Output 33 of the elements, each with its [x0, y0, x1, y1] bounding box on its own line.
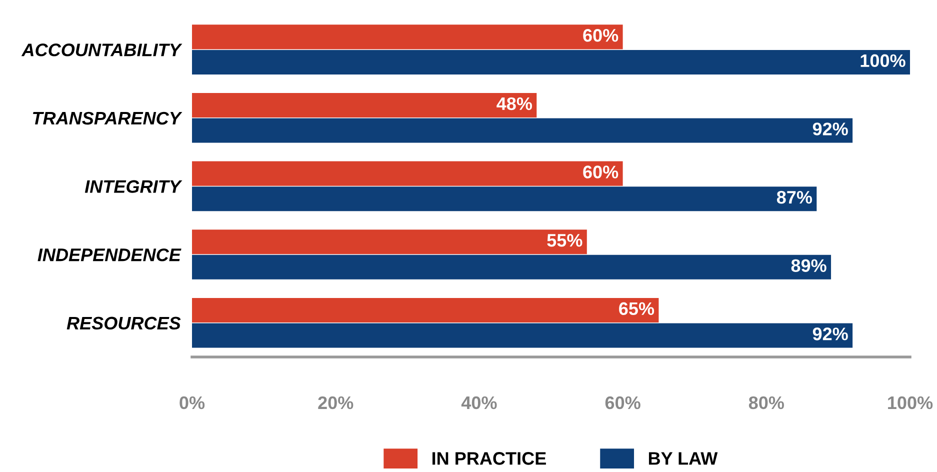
data-label: 100% [860, 54, 906, 68]
x-tick-label: 40% [461, 396, 497, 410]
data-label: 60% [583, 28, 618, 42]
y-tick-label: INTEGRITY [84, 180, 182, 193]
y-tick-label: RESOURCES [66, 316, 181, 330]
bar [192, 92, 537, 118]
bar [192, 254, 832, 280]
x-tick-label: 100% [888, 396, 933, 410]
y-tick-label: INDEPENDENCE [38, 248, 182, 262]
legend-label: BY LAW [648, 452, 718, 465]
data-label: 92% [812, 122, 848, 136]
x-tick-label: 20% [318, 396, 354, 410]
x-tick-label: 0% [180, 396, 205, 410]
bar [192, 186, 817, 212]
data-label: 55% [547, 234, 582, 247]
data-label: 60% [583, 166, 618, 178]
bar [192, 323, 853, 348]
bar [192, 230, 587, 254]
x-tick-label: 60% [605, 396, 640, 410]
bar [192, 298, 659, 322]
data-label: 48% [496, 97, 532, 110]
data-label: 65% [619, 302, 654, 316]
y-tick-label: ACCOUNTABILITY [21, 44, 182, 56]
data-label: 89% [791, 259, 826, 272]
legend-label: IN PRACTICE [432, 452, 546, 465]
bar [192, 50, 910, 74]
x-tick-label: 80% [748, 396, 784, 410]
data-label: 87% [776, 190, 812, 204]
y-tick-label: TRANSPARENCY [33, 112, 182, 125]
bar [192, 161, 623, 186]
data-label: 92% [812, 328, 848, 340]
bar [192, 118, 853, 143]
bar [192, 24, 623, 50]
